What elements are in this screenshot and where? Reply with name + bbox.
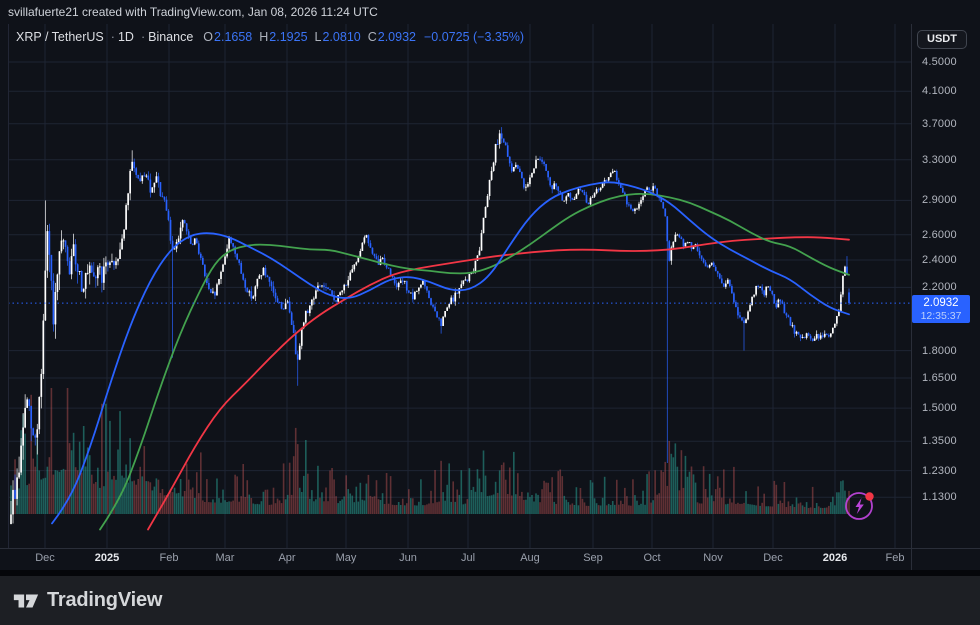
price-tick-label: 1.2300 bbox=[922, 465, 957, 477]
time-tick-label: Dec bbox=[763, 552, 783, 564]
tradingview-logo[interactable]: TradingView bbox=[12, 589, 162, 613]
time-tick-label: Sep bbox=[583, 552, 603, 564]
time-tick-label: Apr bbox=[278, 552, 296, 564]
tradingview-wordmark: TradingView bbox=[47, 589, 163, 611]
symbol-title[interactable]: XRP / TetherUS bbox=[16, 30, 104, 44]
change-value: −0.0725 (−3.35%) bbox=[423, 30, 525, 44]
time-scale[interactable]: Dec 2025 Feb Mar Apr May Jun Jul Aug Sep Oct Nov Dec… bbox=[0, 548, 912, 570]
time-tick-label: Nov bbox=[703, 552, 723, 564]
open-value: 2.1658 bbox=[214, 30, 253, 44]
high-value: 2.1925 bbox=[269, 30, 308, 44]
footer-bar: TradingView bbox=[0, 576, 980, 625]
time-tick-label: Dec bbox=[35, 552, 55, 564]
time-tick-label: Jun bbox=[399, 552, 417, 564]
price-tick-label: 4.5000 bbox=[922, 56, 957, 68]
close-value: 2.0932 bbox=[377, 30, 416, 44]
interval-label[interactable]: 1D bbox=[117, 30, 134, 44]
tradingview-logo-icon bbox=[13, 593, 39, 608]
ohlc-values: O2.1658 H2.1925 L2.0810 C2.0932 −0.0725 (−3.… bbox=[203, 30, 524, 44]
price-tick-label: 1.6500 bbox=[922, 372, 957, 384]
last-price-value: 2.0932 bbox=[923, 297, 959, 309]
time-tick-label: Feb bbox=[885, 552, 905, 564]
time-tick-label: Feb bbox=[159, 552, 179, 564]
high-label: H bbox=[259, 30, 269, 44]
price-chart[interactable] bbox=[0, 0, 980, 570]
price-tick-label: 2.6000 bbox=[922, 229, 957, 241]
open-label: O bbox=[203, 30, 214, 44]
notification-dot-icon bbox=[865, 492, 874, 501]
price-tick-label: 1.5000 bbox=[922, 402, 957, 414]
time-tick-label: 2026 bbox=[822, 552, 848, 564]
price-scale[interactable]: 4.5000 4.1000 3.7000 3.3000 2.9000 2.6000 2.40… bbox=[912, 24, 980, 548]
time-tick-label: Mar bbox=[215, 552, 235, 564]
price-tick-label: 1.8000 bbox=[922, 345, 957, 357]
time-tick-label: 2025 bbox=[94, 552, 120, 564]
price-tick-label: 4.1000 bbox=[922, 85, 957, 97]
lightning-icon bbox=[845, 492, 874, 520]
price-tick-label: 3.3000 bbox=[922, 154, 957, 166]
price-tick-label: 2.4000 bbox=[922, 254, 957, 266]
time-tick-label: Aug bbox=[520, 552, 540, 564]
time-tick-label: Jul bbox=[460, 552, 476, 564]
time-tick-label: May bbox=[335, 552, 357, 564]
price-tick-label: 2.9000 bbox=[922, 194, 957, 206]
time-tick-label: Oct bbox=[643, 552, 661, 564]
last-price-badge: 2.0932 12:35:37 bbox=[912, 295, 970, 323]
price-tick-label: 1.3500 bbox=[922, 435, 957, 447]
low-label: L bbox=[314, 30, 322, 44]
separator bbox=[0, 570, 980, 576]
price-tick-label: 3.7000 bbox=[922, 118, 957, 130]
low-value: 2.0810 bbox=[322, 30, 361, 44]
currency-toggle-button[interactable]: USDT bbox=[917, 30, 967, 49]
price-tick-label: 1.1300 bbox=[922, 491, 957, 503]
close-label: C bbox=[367, 30, 377, 44]
price-tick-label: 2.2000 bbox=[922, 281, 957, 293]
bar-countdown: 12:35:37 bbox=[920, 310, 962, 322]
legend-separator: · bbox=[140, 30, 146, 44]
attribution-bar: svillafuerte21 created with TradingView.… bbox=[8, 5, 378, 19]
chart-legend: XRP / TetherUS · 1D · Binance O2.1658 H2.1925 L… bbox=[16, 30, 524, 44]
exchange-label: Binance bbox=[148, 30, 194, 44]
legend-separator: · bbox=[110, 30, 115, 44]
quick-alert-button[interactable] bbox=[842, 488, 878, 524]
